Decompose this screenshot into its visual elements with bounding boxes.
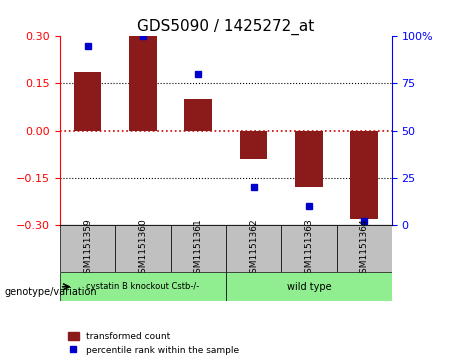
FancyBboxPatch shape bbox=[337, 225, 392, 272]
Legend: transformed count, percentile rank within the sample: transformed count, percentile rank withi… bbox=[65, 329, 243, 359]
Text: GSM1151362: GSM1151362 bbox=[249, 218, 258, 279]
FancyBboxPatch shape bbox=[60, 225, 115, 272]
Text: GSM1151360: GSM1151360 bbox=[138, 218, 148, 279]
Bar bbox=[295, 131, 323, 187]
Bar bbox=[129, 36, 157, 131]
Bar bbox=[74, 73, 101, 131]
Title: GDS5090 / 1425272_at: GDS5090 / 1425272_at bbox=[137, 19, 314, 35]
Text: cystatin B knockout Cstb-/-: cystatin B knockout Cstb-/- bbox=[86, 282, 200, 291]
Bar bbox=[350, 131, 378, 219]
Text: genotype/variation: genotype/variation bbox=[5, 287, 97, 297]
FancyBboxPatch shape bbox=[226, 272, 392, 301]
Text: GSM1151361: GSM1151361 bbox=[194, 218, 203, 279]
Text: GSM1151364: GSM1151364 bbox=[360, 218, 369, 279]
Text: GSM1151363: GSM1151363 bbox=[304, 218, 313, 279]
Bar bbox=[184, 99, 212, 131]
FancyBboxPatch shape bbox=[115, 225, 171, 272]
Text: wild type: wild type bbox=[287, 282, 331, 292]
FancyBboxPatch shape bbox=[60, 272, 226, 301]
FancyBboxPatch shape bbox=[171, 225, 226, 272]
Text: GSM1151359: GSM1151359 bbox=[83, 218, 92, 279]
Bar bbox=[240, 131, 267, 159]
FancyBboxPatch shape bbox=[281, 225, 337, 272]
FancyBboxPatch shape bbox=[226, 225, 281, 272]
